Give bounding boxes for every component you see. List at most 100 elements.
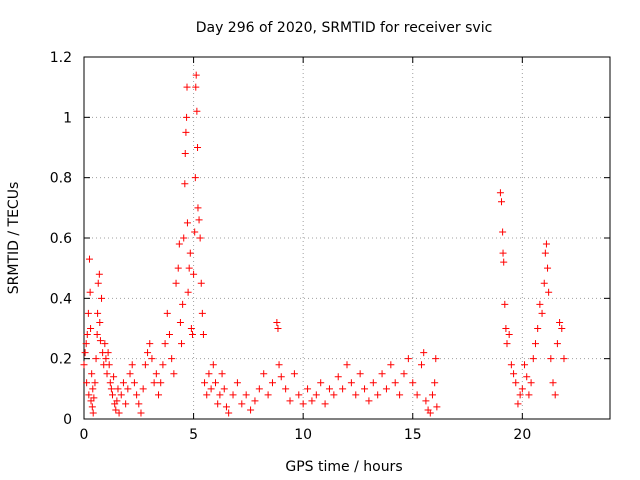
data-point (233, 379, 241, 387)
x-tick-labels: 0 5 10 15 20 (80, 427, 532, 443)
data-point (396, 391, 404, 399)
data-point (157, 379, 165, 387)
y-tick-label: 0.8 (50, 171, 72, 187)
data-point (544, 264, 552, 272)
data-point (172, 279, 180, 287)
data-point (503, 340, 511, 348)
data-point (404, 355, 412, 363)
data-point (141, 361, 149, 369)
data-point (178, 340, 186, 348)
data-point (238, 400, 246, 408)
data-point (523, 373, 531, 381)
data-point (365, 397, 373, 405)
data-point (369, 379, 377, 387)
data-point (222, 403, 230, 411)
data-point (205, 370, 213, 378)
data-point (308, 397, 316, 405)
data-point (317, 379, 325, 387)
data-point (499, 228, 507, 236)
data-point (277, 373, 285, 381)
data-point (330, 391, 338, 399)
data-point (106, 379, 114, 387)
x-tick-label: 20 (513, 427, 531, 443)
data-point (538, 309, 546, 317)
data-point (216, 391, 224, 399)
x-axis-title: GPS time / hours (285, 459, 402, 475)
data-point (87, 325, 95, 332)
data-point (113, 397, 121, 405)
data-point (518, 385, 526, 393)
data-point (104, 349, 112, 357)
data-point (196, 234, 204, 242)
data-point (512, 379, 520, 387)
data-point (175, 240, 183, 248)
data-point (534, 325, 542, 332)
data-point (361, 385, 369, 393)
data-point (119, 379, 127, 387)
data-point (87, 397, 95, 405)
data-point (418, 361, 426, 369)
data-point (551, 391, 559, 399)
data-point (274, 325, 282, 332)
data-point (339, 385, 347, 393)
data-point (496, 189, 504, 197)
data-point (85, 255, 93, 263)
data-point (137, 409, 145, 417)
data-point (122, 400, 130, 408)
data-point (201, 379, 209, 387)
data-point (541, 249, 549, 257)
data-point (299, 400, 307, 408)
x-tick-label: 0 (80, 427, 89, 443)
data-point (115, 409, 123, 417)
data-point (220, 385, 228, 393)
data-point (325, 385, 333, 393)
data-point (161, 340, 169, 348)
data-point (502, 325, 510, 332)
data-point (194, 144, 202, 151)
data-point (343, 361, 351, 369)
data-point (184, 288, 192, 296)
data-point (542, 240, 550, 248)
data-point (286, 397, 294, 405)
data-point (264, 391, 272, 399)
data-point (94, 309, 102, 317)
data-point (93, 331, 101, 339)
x-tick-label: 5 (189, 427, 198, 443)
data-point (225, 409, 233, 417)
data-point (170, 370, 178, 378)
data-point (176, 318, 184, 326)
y-tick-label: 0 (63, 412, 72, 428)
data-point (255, 385, 263, 393)
data-point (197, 279, 205, 287)
data-point (89, 385, 97, 393)
data-point (128, 361, 136, 369)
data-point (144, 349, 152, 357)
data-point (499, 249, 507, 257)
data-point (525, 391, 533, 399)
data-point (101, 340, 109, 348)
data-point (214, 400, 222, 408)
data-point (135, 400, 143, 408)
data-point (282, 385, 290, 393)
data-point (174, 264, 182, 272)
data-point (191, 174, 199, 182)
data-point (146, 340, 154, 348)
data-point (181, 150, 189, 158)
data-point (90, 394, 98, 402)
data-point (500, 258, 508, 266)
data-point (183, 83, 191, 91)
data-point (89, 409, 97, 417)
data-point (150, 379, 158, 387)
data-point (400, 370, 408, 378)
data-point (540, 279, 548, 287)
data-point (180, 234, 188, 242)
data-point (190, 270, 198, 278)
data-point (209, 361, 217, 369)
data-point (103, 370, 111, 378)
data-point (195, 216, 203, 224)
data-point (273, 318, 281, 326)
data-point (203, 391, 211, 399)
data-point (183, 219, 191, 227)
data-point (374, 391, 382, 399)
data-point (295, 391, 303, 399)
